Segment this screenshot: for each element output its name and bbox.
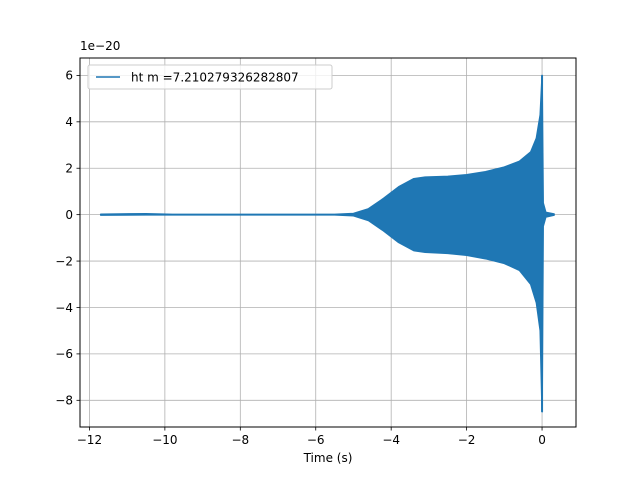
series-waveform (99, 74, 555, 413)
y-tick-label: 2 (65, 162, 73, 176)
y-tick-label: 6 (65, 69, 73, 83)
x-tick-label: −2 (458, 433, 476, 447)
y-tick-label: 4 (65, 115, 73, 129)
x-tick-label: −4 (382, 433, 400, 447)
y-tick-label: −2 (55, 254, 73, 268)
y-tick-label: −8 (55, 394, 73, 408)
x-tick-label: −6 (307, 433, 325, 447)
x-tick-label: −12 (77, 433, 102, 447)
x-tick-label: 0 (538, 433, 546, 447)
x-tick-label: −10 (152, 433, 177, 447)
x-axis-label: Time (s) (303, 451, 353, 465)
legend-label: ht m =7.210279326282807 (131, 71, 299, 85)
data-layer (99, 74, 555, 413)
legend: ht m =7.210279326282807 (87, 64, 333, 90)
legend-box (87, 64, 333, 90)
y-tick-label: −4 (55, 301, 73, 315)
x-tick-label: −8 (231, 433, 249, 447)
y-tick-label: 0 (65, 208, 73, 222)
axes-frame (79, 57, 577, 428)
y-tick-label: −6 (55, 347, 73, 361)
y-offset-label: 1e−20 (80, 39, 120, 53)
tick-layer: −12 −10 −8 −6 −4 −2 0 −8 −6 −4 −2 0 2 4 6 (55, 69, 546, 447)
